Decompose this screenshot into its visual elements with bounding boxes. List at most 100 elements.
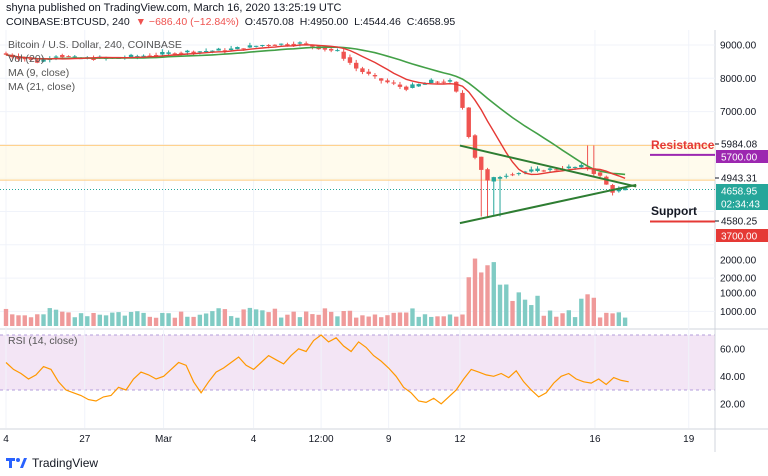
volume-bar — [328, 311, 334, 326]
volume-bar — [322, 308, 328, 326]
candle-body — [397, 84, 403, 87]
candle-body — [178, 52, 184, 54]
volume-bar — [203, 313, 209, 326]
volume-bar — [172, 317, 178, 326]
candle-body — [472, 135, 478, 158]
volume-bar — [3, 308, 9, 326]
volume-bar — [47, 308, 52, 326]
time-tick-label: 16 — [589, 434, 601, 445]
time-tick-label: Mar — [155, 434, 173, 445]
candle-body — [197, 51, 203, 53]
candle-body — [285, 44, 290, 46]
volume-bar — [410, 308, 415, 326]
volume-bar — [510, 300, 515, 326]
time-tick-label: 4 — [3, 434, 9, 445]
candle-body — [516, 173, 521, 175]
volume-bar — [78, 313, 84, 326]
volume-bar — [241, 309, 246, 326]
price-tick-label: 9000.00 — [720, 41, 757, 52]
candle-body — [610, 185, 615, 193]
candle-body — [253, 45, 259, 47]
volume-bar — [466, 277, 471, 326]
volume-bar — [91, 312, 96, 326]
legend-vol: Vol (20) — [8, 53, 44, 65]
price-axis[interactable]: 9000.00 8000.00 7000.00 2000.00 1000.00 2000.… — [715, 41, 768, 318]
ma9-line — [5, 44, 626, 179]
volume-bar — [60, 311, 65, 326]
candle-body — [604, 176, 609, 185]
candle-body — [35, 60, 40, 63]
candle-body — [354, 62, 359, 69]
candle-body — [504, 175, 509, 177]
price-chart[interactable]: 9000.00 8000.00 7000.00 2000.00 1000.00 2000.… — [0, 30, 768, 452]
price-label-box — [716, 150, 768, 163]
volume-bar — [110, 312, 115, 326]
candle-body — [310, 44, 315, 47]
candle-body — [447, 80, 453, 82]
rsi-axis[interactable]: 60.00 40.00 20.00 — [720, 344, 745, 410]
candle-body — [166, 52, 171, 54]
volume-bar — [597, 317, 603, 326]
volume-bar — [429, 316, 434, 326]
candle-body — [272, 44, 278, 46]
low-value: L:4544.46 — [354, 16, 401, 28]
candle-body — [297, 42, 303, 44]
time-tick-label: 19 — [683, 434, 695, 445]
volume-bar — [72, 317, 77, 326]
volume-bar — [347, 310, 353, 326]
candle-body — [510, 174, 515, 176]
symbol-line: COINBASE:BTCUSD, 240 ▼ −686.40 (−12.84%)… — [6, 16, 458, 28]
price-label: 3700.00 — [721, 232, 758, 243]
volume-bar — [153, 317, 159, 326]
candle-body — [335, 50, 340, 52]
high-value: H:4950.00 — [299, 16, 349, 28]
candle-body — [141, 55, 146, 57]
price-label: 4658.95 — [721, 187, 758, 198]
volume-bar — [354, 317, 359, 326]
volume-bar — [385, 315, 390, 326]
volume-bar — [41, 314, 46, 326]
volume-bar — [122, 315, 128, 326]
candle-body — [160, 52, 165, 55]
volume-bar — [160, 312, 165, 326]
volume-bar — [210, 311, 215, 326]
legend-rsi: RSI (14, close) — [8, 335, 77, 347]
candle-body — [328, 48, 334, 51]
volume-bar — [66, 312, 71, 326]
volume-bar — [516, 292, 521, 326]
price-label-box — [716, 184, 768, 197]
candle-body — [185, 50, 190, 53]
volume-bar — [316, 314, 321, 326]
rsi-tick-label: 40.00 — [720, 372, 745, 383]
candle-body — [572, 166, 578, 168]
candle-body — [41, 59, 46, 62]
volume-bar — [228, 316, 234, 326]
volume-bar — [447, 314, 453, 326]
price-tick-label: 7000.00 — [720, 107, 757, 118]
volume-bar — [278, 317, 284, 326]
candle-body — [347, 57, 353, 63]
candle-body — [416, 84, 421, 87]
price-label: 02:34:43 — [721, 200, 760, 211]
volume-bar — [572, 317, 578, 326]
volume-bar — [560, 313, 565, 326]
volume-bar — [128, 311, 134, 326]
candle-body — [91, 58, 96, 60]
volume-bar — [616, 312, 622, 326]
resistance-label: Resistance — [651, 138, 715, 152]
candle-body — [497, 177, 503, 179]
price-label: 5700.00 — [721, 153, 758, 164]
volume-bar — [472, 258, 478, 326]
triangle-upper-line — [459, 144, 637, 188]
legend-ma21: MA (21, close) — [8, 81, 75, 93]
time-axis[interactable]: 4 27 Mar 4 12:00 9 12 16 19 — [3, 434, 695, 445]
price-label-box — [716, 197, 768, 210]
volume-bar — [416, 316, 421, 326]
volume-bars — [3, 258, 628, 326]
volume-bar — [391, 312, 396, 326]
candle-body — [372, 75, 378, 77]
triangle-pattern — [459, 144, 637, 225]
volume-bar — [397, 312, 403, 326]
legend-ma9: MA (9, close) — [8, 67, 69, 79]
volume-bar — [10, 314, 15, 326]
